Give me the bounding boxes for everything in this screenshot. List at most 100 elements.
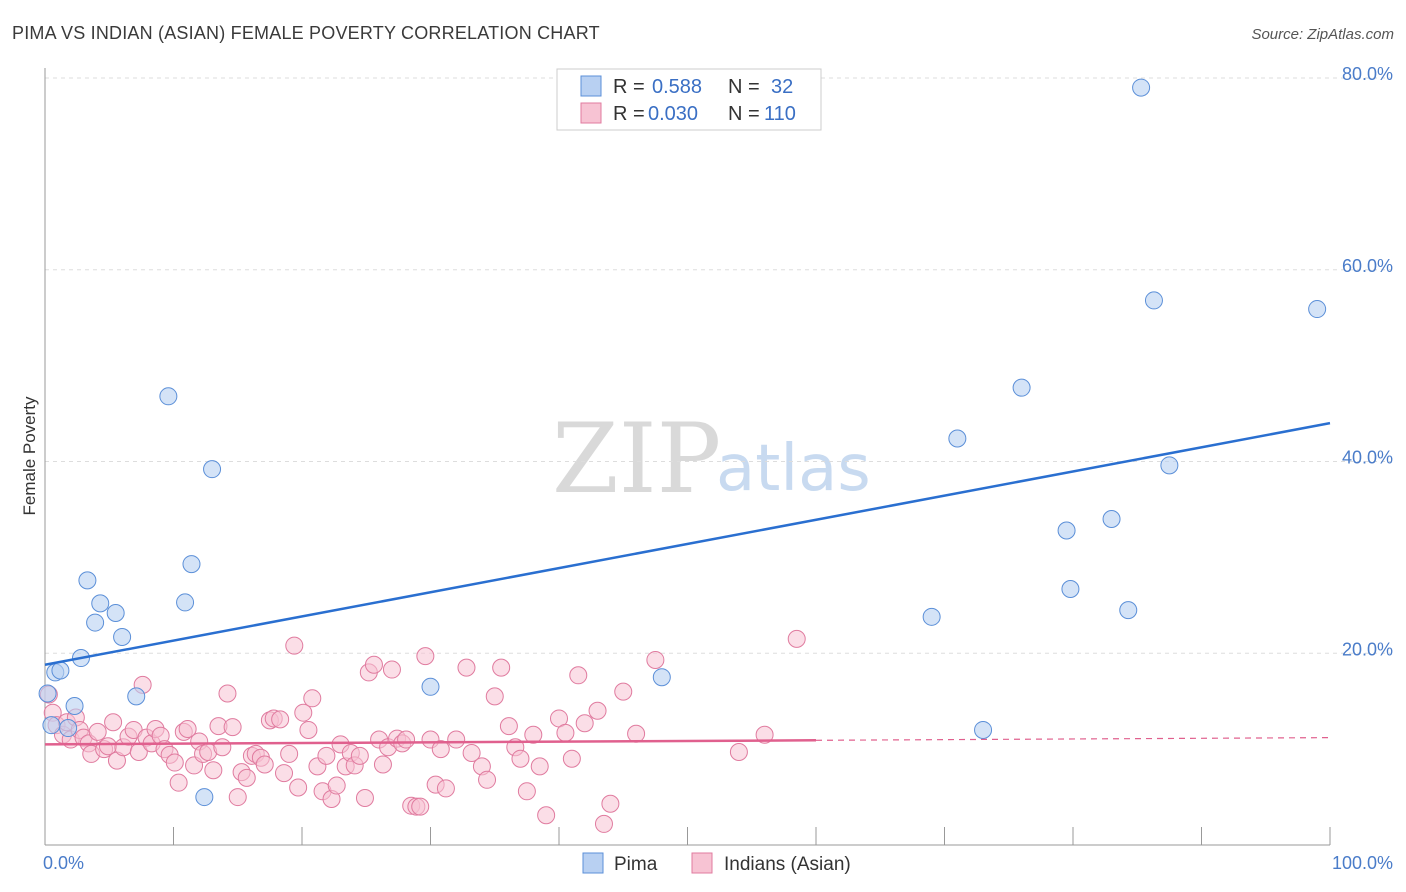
indian-point xyxy=(601,794,620,813)
indian-point xyxy=(462,743,481,762)
x-tick-label: 100.0% xyxy=(1332,853,1393,873)
pima-point xyxy=(421,677,440,696)
pima-point xyxy=(1132,78,1151,97)
stats-legend-r-value: 0.588 xyxy=(652,76,702,98)
indian-point xyxy=(627,724,646,743)
indian-point xyxy=(294,703,313,722)
indian-point xyxy=(178,719,197,738)
indian-point xyxy=(530,757,549,776)
bottom-legend: Pima Indians (Asian) xyxy=(582,852,851,875)
pima-point xyxy=(59,719,78,738)
pima-point xyxy=(42,716,61,735)
pima-point xyxy=(51,661,70,680)
indian-point xyxy=(299,720,318,739)
pima-point xyxy=(922,607,941,626)
pima-point xyxy=(1119,601,1138,620)
bottom-legend-label-indian: Indians (Asian) xyxy=(724,854,851,875)
indian-point xyxy=(275,764,294,783)
gridlines xyxy=(45,77,1392,654)
indian-point xyxy=(285,636,304,655)
indian-point xyxy=(204,761,223,780)
indian-point xyxy=(588,701,607,720)
series-indians-asian xyxy=(39,629,806,833)
y-tick-label: 40.0% xyxy=(1342,448,1393,468)
indian-point xyxy=(169,773,188,792)
stats-legend-n-value: 32 xyxy=(771,76,793,98)
indian-point xyxy=(280,744,299,763)
chart-title: PIMA VS INDIAN (ASIAN) FEMALE POVERTY CO… xyxy=(12,23,600,43)
pima-point xyxy=(974,720,993,739)
stats-legend-swatch-indian xyxy=(580,102,602,124)
pima-point xyxy=(1144,291,1163,310)
chart-source: Source: ZipAtlas.com xyxy=(1251,26,1394,43)
pima-point xyxy=(1308,300,1327,319)
pima-point xyxy=(91,594,110,613)
indian-point xyxy=(411,797,430,816)
pima-point xyxy=(1061,580,1080,599)
y-axis-label: Female Poverty xyxy=(20,396,39,516)
indian-point xyxy=(787,629,806,648)
pima-point xyxy=(113,627,132,646)
trendlines xyxy=(44,421,1331,746)
indian-point xyxy=(499,717,518,736)
indian-point xyxy=(218,684,237,703)
indian-point xyxy=(303,689,322,708)
stats-legend-n-label: N = xyxy=(728,76,760,98)
indian-point xyxy=(646,650,665,669)
indian-point xyxy=(569,666,588,685)
indian-point xyxy=(104,713,123,732)
pima-point xyxy=(1057,521,1076,540)
pima-point xyxy=(127,687,146,706)
x-tick-label: 0.0% xyxy=(43,853,84,873)
stats-legend-r-value: 0.030 xyxy=(648,103,698,125)
pima-trendline xyxy=(44,421,1331,666)
indian-point xyxy=(575,714,594,733)
indian-point xyxy=(524,725,543,744)
pima-point xyxy=(159,387,178,406)
pima-point xyxy=(182,555,201,574)
indian-point xyxy=(271,710,290,729)
indian-point xyxy=(485,687,504,706)
watermark-zip: ZIP xyxy=(552,403,721,515)
indian-point xyxy=(457,658,476,677)
pima-point xyxy=(203,460,222,479)
indian-trendline-extension xyxy=(815,737,1331,741)
indian-point xyxy=(364,655,383,674)
pima-point xyxy=(38,684,57,703)
pima-point xyxy=(1160,456,1179,475)
bottom-legend-swatch-pima xyxy=(582,852,604,874)
indian-point xyxy=(436,779,455,798)
y-tick-label: 20.0% xyxy=(1342,639,1393,659)
watermark: ZIP atlas xyxy=(552,403,871,515)
indian-point xyxy=(355,789,374,808)
indian-point xyxy=(327,776,346,795)
indian-point xyxy=(478,770,497,789)
indian-point xyxy=(397,730,416,749)
stats-legend-r-label: R = xyxy=(613,76,645,98)
y-tick-labels: 20.0% 40.0% 60.0% 80.0% xyxy=(1342,64,1393,659)
pima-point xyxy=(106,603,125,622)
stats-legend-n-value: 110 xyxy=(764,103,796,125)
bottom-legend-label-pima: Pima xyxy=(614,854,658,875)
indian-point xyxy=(556,723,575,742)
indian-point xyxy=(511,749,530,768)
indian-point xyxy=(431,740,450,759)
indian-point xyxy=(755,725,774,744)
pima-point xyxy=(78,571,97,590)
indian-trendline xyxy=(44,739,817,746)
indian-point xyxy=(492,658,511,677)
indian-point xyxy=(88,722,107,741)
indian-point xyxy=(213,738,232,757)
bottom-legend-swatch-indian xyxy=(691,852,713,874)
indian-point xyxy=(255,755,274,774)
indian-point xyxy=(447,730,466,749)
indian-point xyxy=(562,749,581,768)
indian-point xyxy=(350,746,369,765)
indian-point xyxy=(373,755,392,774)
indian-point xyxy=(165,753,184,772)
pima-point xyxy=(1012,378,1031,397)
indian-point xyxy=(317,746,336,765)
stats-legend-r-label: R = xyxy=(613,103,645,125)
pima-point xyxy=(86,613,105,632)
